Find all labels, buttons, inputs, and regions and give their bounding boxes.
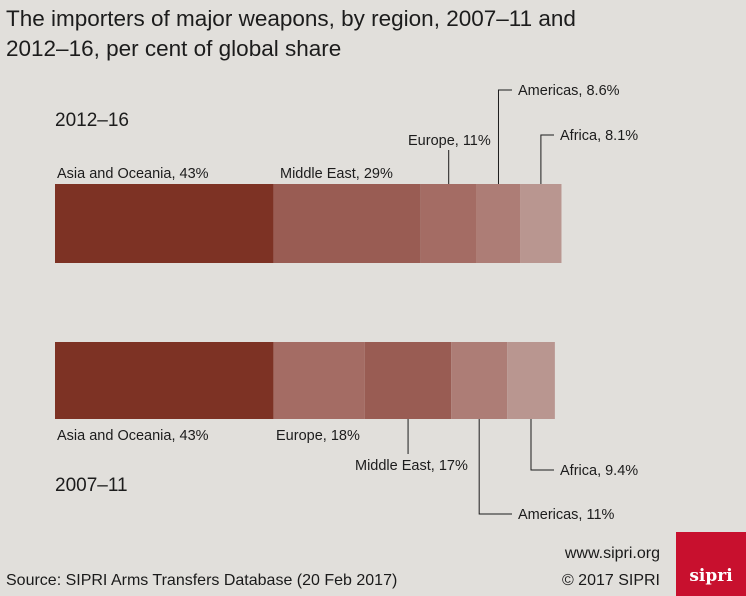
bar-segment-0-1 <box>273 184 421 263</box>
bar-segment-1-4 <box>507 342 555 419</box>
chart-title-line-1: The importers of major weapons, by regio… <box>6 6 576 31</box>
bar-segment-0-2 <box>420 184 477 263</box>
period-label-0: 2012–16 <box>55 110 129 131</box>
segment-label-0-1: Middle East, 29% <box>280 166 393 182</box>
bar-segment-1-3 <box>451 342 508 419</box>
segment-label-1-4: Africa, 9.4% <box>560 463 638 479</box>
bar-segment-1-2 <box>364 342 452 419</box>
segment-label-1-0: Asia and Oceania, 43% <box>57 428 209 444</box>
leader-line-0-4 <box>540 134 554 184</box>
bar-segment-0-3 <box>476 184 521 263</box>
leader-line-1-3 <box>478 419 512 515</box>
bar-segment-1-0 <box>55 342 274 419</box>
chart-title: The importers of major weapons, by regio… <box>6 4 736 64</box>
sipri-logo: sipri <box>676 532 746 596</box>
segment-label-0-0: Asia and Oceania, 43% <box>57 166 209 182</box>
chart-title-line-2: 2012–16, per cent of global share <box>6 36 342 61</box>
bar-segment-1-1 <box>273 342 365 419</box>
leader-line-1-4 <box>530 419 554 471</box>
segment-label-0-2: Europe, 11% <box>408 133 491 149</box>
bar-segment-0-4 <box>520 184 562 263</box>
leader-line-0-3 <box>497 89 512 184</box>
bar-segment-0-0 <box>55 184 274 263</box>
segment-label-0-3: Americas, 8.6% <box>518 83 620 99</box>
sipri-logo-text: sipri <box>689 566 733 586</box>
website-url[interactable]: www.sipri.org <box>564 545 660 562</box>
segment-label-1-2: Middle East, 17% <box>355 458 468 474</box>
copyright-note: © 2017 SIPRI <box>561 572 660 589</box>
segment-label-1-3: Americas, 11% <box>518 507 615 523</box>
segment-label-1-1: Europe, 18% <box>276 428 360 444</box>
period-label-1: 2007–11 <box>55 475 128 496</box>
source-note: Source: SIPRI Arms Transfers Database (2… <box>6 572 398 589</box>
segment-label-0-4: Africa, 8.1% <box>560 128 638 144</box>
